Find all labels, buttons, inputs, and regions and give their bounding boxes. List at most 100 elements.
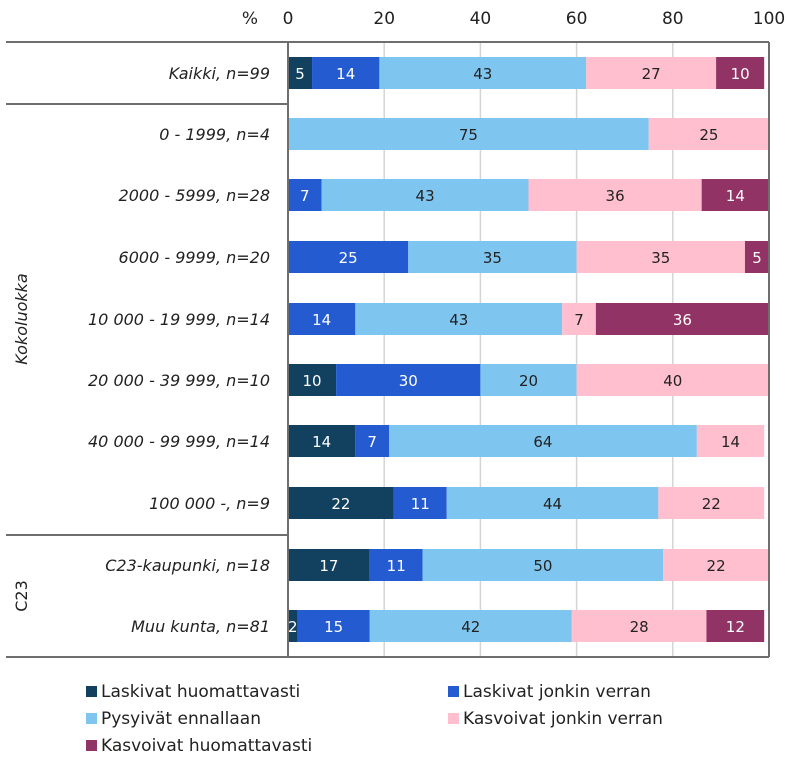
legend-item: Laskivat huomattavasti: [86, 678, 448, 705]
data-label: 11: [387, 557, 406, 575]
data-label: 43: [449, 311, 468, 329]
data-label: 22: [331, 495, 350, 513]
data-label: 42: [461, 618, 480, 636]
bar-segment: [288, 118, 649, 150]
category-label: 6000 - 9999, n=20: [119, 248, 270, 267]
x-tick-label: 100: [753, 9, 785, 29]
data-label: 7: [574, 311, 584, 329]
data-label: 30: [399, 372, 418, 390]
data-label: 2: [288, 618, 298, 636]
data-label: 36: [673, 311, 692, 329]
bar-segment: [288, 549, 370, 581]
data-label: 25: [699, 126, 718, 144]
category-label: 100 000 -, n=9: [149, 494, 270, 513]
category-label: Muu kunta, n=81: [131, 617, 270, 636]
group-label: C23: [12, 580, 31, 612]
bar-segment: [355, 425, 390, 457]
category-label: 2000 - 5999, n=28: [119, 186, 270, 205]
data-label: 11: [411, 495, 430, 513]
legend-label: Pysyivät ennallaan: [101, 708, 261, 729]
data-label: 35: [483, 249, 502, 267]
data-label: 17: [319, 557, 338, 575]
category-label: 10 000 - 19 999, n=14: [88, 310, 270, 329]
bar-segment: [422, 549, 664, 581]
bar-segment: [480, 364, 577, 396]
bar-segment: [288, 425, 356, 457]
bar-segment: [379, 57, 587, 89]
data-label: 36: [606, 187, 625, 205]
bar-segment: [706, 610, 765, 642]
data-label: 20: [519, 372, 538, 390]
category-labels: Kaikki, n=99 0 - 1999, n=4 2000 - 5999, n=…: [88, 64, 270, 636]
x-tick-label: 80: [662, 9, 684, 29]
data-label: 35: [651, 249, 670, 267]
bar-segment: [571, 610, 707, 642]
category-label: 0 - 1999, n=4: [159, 125, 270, 144]
bar-segment: [336, 364, 481, 396]
bar-segment: [408, 241, 577, 273]
data-label: 14: [721, 433, 740, 451]
legend-swatch: [86, 740, 97, 751]
data-label: 75: [459, 126, 478, 144]
data-label: 14: [312, 311, 331, 329]
bar-segment: [562, 303, 596, 335]
x-tick-label: 60: [566, 9, 588, 29]
group-labels: Kokoluokka C23: [12, 273, 31, 612]
group-label: Kokoluokka: [12, 273, 31, 364]
data-label: 15: [324, 618, 343, 636]
legend-label: Laskivat jonkin verran: [463, 681, 651, 702]
bar-segment: [321, 179, 529, 211]
bar-segment: [595, 303, 769, 335]
bar-segment: [288, 364, 337, 396]
x-tick-label: 20: [373, 9, 395, 29]
bar-segment: [393, 487, 447, 519]
bar-segment: [446, 487, 659, 519]
legend-item: Pysyivät ennallaan: [86, 705, 448, 732]
bar-segment: [288, 241, 409, 273]
legend-swatch: [448, 686, 459, 697]
category-label: C23-kaupunki, n=18: [105, 556, 270, 575]
data-label: 50: [533, 557, 552, 575]
legend-swatch: [86, 686, 97, 697]
category-label: 40 000 - 99 999, n=14: [88, 432, 270, 451]
x-tick-label: 40: [470, 9, 492, 29]
bar-segment: [288, 57, 313, 89]
data-label: 12: [726, 618, 745, 636]
bar-segment: [576, 241, 745, 273]
data-label: 40: [663, 372, 682, 390]
legend-item: Kasvoivat huomattavasti: [86, 732, 448, 759]
bar-segment: [744, 241, 769, 273]
data-label: 25: [339, 249, 358, 267]
bar-segment: [288, 610, 298, 642]
data-label: 10: [731, 65, 750, 83]
category-label: 20 000 - 39 999, n=10: [88, 371, 270, 390]
data-label: 14: [312, 433, 331, 451]
legend-label: Laskivat huomattavasti: [101, 681, 301, 702]
bar-segment: [696, 425, 765, 457]
data-label: 64: [533, 433, 552, 451]
axis-unit-label: %: [242, 9, 258, 29]
data-label: 22: [702, 495, 721, 513]
legend: Laskivat huomattavasti Laskivat jonkin ve…: [86, 678, 766, 759]
legend-swatch: [448, 713, 459, 724]
bar-segment: [716, 57, 765, 89]
legend-item: Kasvoivat jonkin verran: [448, 705, 768, 732]
bar-segment: [576, 364, 769, 396]
data-label: 14: [726, 187, 745, 205]
data-label: 5: [752, 249, 762, 267]
plot-frame: [6, 41, 770, 658]
bar-segment: [288, 487, 394, 519]
legend-swatch: [86, 713, 97, 724]
data-label: 5: [295, 65, 305, 83]
data-label: 22: [707, 557, 726, 575]
data-label: 7: [300, 187, 310, 205]
data-label: 7: [367, 433, 377, 451]
x-tick-label: 0: [283, 9, 294, 29]
bar-segment: [389, 425, 697, 457]
bar-segment: [586, 57, 717, 89]
bar-segment: [297, 610, 370, 642]
bar-segment: [312, 57, 380, 89]
legend-item: Laskivat jonkin verran: [448, 678, 768, 705]
